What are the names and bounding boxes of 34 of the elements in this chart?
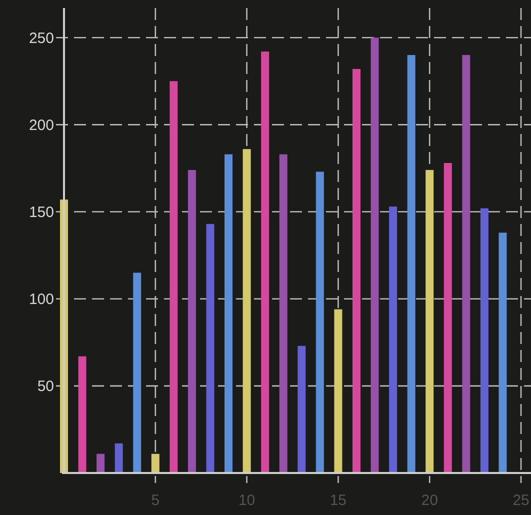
bar <box>170 81 178 473</box>
x-tick-label: 20 <box>421 492 438 509</box>
bar <box>133 272 142 473</box>
bar <box>462 55 470 473</box>
bar <box>370 38 379 473</box>
bar <box>242 149 251 473</box>
bar <box>206 224 214 473</box>
y-tick-label: 50 <box>37 378 54 396</box>
bar <box>352 68 360 473</box>
bar <box>114 443 123 473</box>
bar <box>224 154 233 473</box>
x-tick-label: 15 <box>330 492 347 509</box>
y-tick-label: 250 <box>28 30 54 47</box>
x-tick-label: 5 <box>151 492 160 509</box>
y-tick-label: 200 <box>28 116 54 134</box>
y-tick-label: 100 <box>28 291 54 308</box>
bar <box>78 356 86 473</box>
bar <box>389 206 398 473</box>
bar <box>188 170 196 473</box>
x-tick-label: 25 <box>512 492 530 509</box>
x-tick-label: 10 <box>238 492 256 509</box>
bar <box>498 232 507 473</box>
y-tick-label: 150 <box>28 204 54 222</box>
bar <box>426 170 434 473</box>
bar <box>261 52 270 473</box>
bar <box>151 454 160 473</box>
bar <box>279 154 288 473</box>
bar <box>480 208 488 473</box>
bar <box>298 346 306 473</box>
bar <box>96 454 105 473</box>
bar <box>407 55 416 473</box>
bar <box>334 309 342 473</box>
bar <box>444 163 452 473</box>
bar <box>316 172 324 473</box>
